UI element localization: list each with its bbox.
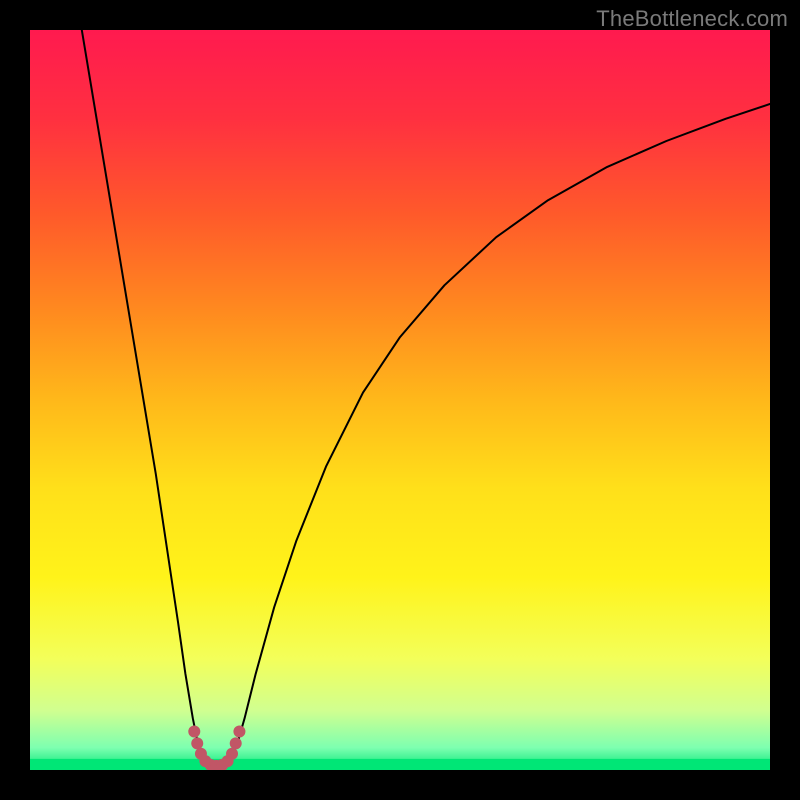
chart-plot-area	[30, 30, 770, 770]
minimum-marker	[230, 737, 242, 749]
minimum-marker	[191, 737, 203, 749]
green-bottom-band	[30, 759, 770, 770]
watermark-text: TheBottleneck.com	[596, 6, 788, 32]
minimum-marker	[233, 726, 245, 738]
gradient-background	[30, 30, 770, 770]
minimum-marker	[226, 748, 238, 760]
bottleneck-chart	[30, 30, 770, 770]
minimum-marker	[188, 726, 200, 738]
